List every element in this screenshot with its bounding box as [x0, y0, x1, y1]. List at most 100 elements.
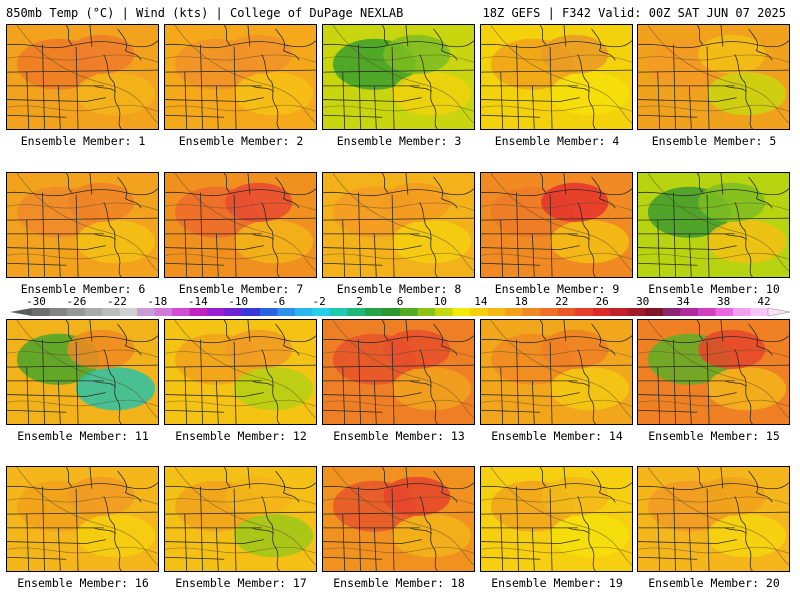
map-boundary: [409, 233, 432, 241]
temperature-blob: [698, 476, 766, 517]
map-boundary: [577, 496, 596, 571]
map-boundary: [409, 380, 432, 388]
ensemble-member-label: Ensemble Member: 8: [336, 282, 462, 296]
map-boundary: [215, 85, 219, 129]
colorbar-tick-label: 42: [757, 296, 770, 308]
temperature-field: [638, 173, 789, 277]
map-boundary: [7, 392, 106, 397]
map-boundary: [638, 556, 698, 560]
map-boundary: [261, 496, 280, 571]
height-contour: [481, 104, 632, 112]
temperature-field: [323, 467, 474, 571]
temperature-blob: [550, 72, 630, 116]
ensemble-member-map: [164, 172, 317, 278]
height-contour: [638, 496, 789, 505]
map-boundary: [165, 262, 225, 266]
map-boundary: [688, 85, 692, 129]
temperature-blob: [392, 220, 472, 264]
map-boundary: [26, 220, 30, 277]
map-boundary: [591, 470, 616, 503]
height-contour: [165, 546, 316, 554]
map-boundary: [93, 233, 116, 241]
map-boundary: [391, 488, 395, 571]
map-boundary: [358, 339, 361, 424]
map-boundary: [531, 85, 535, 129]
height-contour: [323, 252, 474, 260]
colorbar-segment: [680, 308, 699, 316]
map-boundary: [165, 69, 316, 73]
temperature-field: [481, 320, 632, 424]
temperature-field: [481, 173, 632, 277]
map-boundary: [638, 40, 789, 49]
ensemble-member-label: Ensemble Member: 15: [648, 429, 780, 443]
colorbar-segment: [750, 308, 769, 316]
map-boundary: [117, 176, 142, 209]
map-boundary: [65, 320, 73, 340]
temperature-field: [638, 467, 789, 571]
map-boundary: [381, 173, 389, 193]
height-contour: [323, 496, 474, 505]
map-boundary: [233, 488, 237, 571]
ensemble-member-map: [480, 172, 633, 278]
temperature-field: [638, 25, 789, 129]
map-boundary: [323, 245, 422, 250]
map-boundary: [500, 514, 504, 571]
map-boundary: [75, 46, 79, 129]
map-boundary: [391, 194, 395, 277]
map-boundary: [706, 46, 710, 129]
map-boundary: [247, 467, 251, 489]
map-boundary: [481, 409, 541, 413]
map-boundary: [563, 25, 567, 47]
temperature-field: [7, 467, 158, 571]
map-boundary: [247, 320, 251, 342]
colorbar-tick-label: -18: [147, 296, 167, 308]
map-boundary: [247, 25, 251, 47]
map-boundary: [165, 539, 264, 544]
map-boundary: [720, 320, 724, 342]
map-boundary: [42, 44, 45, 129]
map-boundary: [734, 349, 753, 424]
ensemble-member-map: [480, 24, 633, 130]
ensemble-member-map: [480, 466, 633, 572]
map-boundary: [7, 556, 67, 560]
map-boundary: [516, 486, 519, 571]
map-boundary: [539, 25, 547, 45]
colorbar-segment: [364, 308, 383, 316]
ensemble-member-map: [6, 172, 159, 278]
map-boundary: [251, 527, 274, 535]
height-contour: [165, 496, 316, 505]
temperature-blob: [383, 329, 451, 370]
map-boundary: [7, 97, 106, 102]
height-contour: [7, 252, 158, 260]
map-boundary: [638, 217, 789, 221]
map-boundary: [7, 409, 67, 413]
map-boundary: [549, 46, 553, 129]
map-boundary: [567, 527, 590, 535]
map-boundary: [200, 486, 203, 571]
ensemble-member-label: Ensemble Member: 5: [651, 134, 777, 148]
ensemble-member-map: [322, 466, 475, 572]
ensemble-member-map: [6, 319, 159, 425]
map-boundary: [531, 233, 535, 277]
map-boundary: [657, 220, 661, 277]
map-boundary: [261, 349, 280, 424]
temperature-field: [323, 25, 474, 129]
temperature-field: [481, 25, 632, 129]
height-contour: [490, 173, 632, 272]
colorbar-tick-label: 26: [596, 296, 609, 308]
height-contour: [490, 25, 632, 124]
ensemble-member-label: Ensemble Member: 12: [175, 429, 307, 443]
temperature-blob: [234, 367, 314, 411]
temperature-blob: [698, 34, 766, 75]
map-boundary: [706, 194, 710, 277]
map-boundary: [323, 217, 474, 221]
map-boundary: [7, 40, 158, 49]
map-boundary: [223, 173, 231, 193]
map-boundary: [215, 380, 219, 424]
colorbar-segment: [207, 308, 226, 316]
ensemble-member-label: Ensemble Member: 14: [491, 429, 623, 443]
map-boundary: [323, 556, 383, 560]
map-boundary: [323, 114, 383, 118]
colorbar-segment: [242, 308, 261, 316]
colorbar-tick-label: 38: [717, 296, 730, 308]
